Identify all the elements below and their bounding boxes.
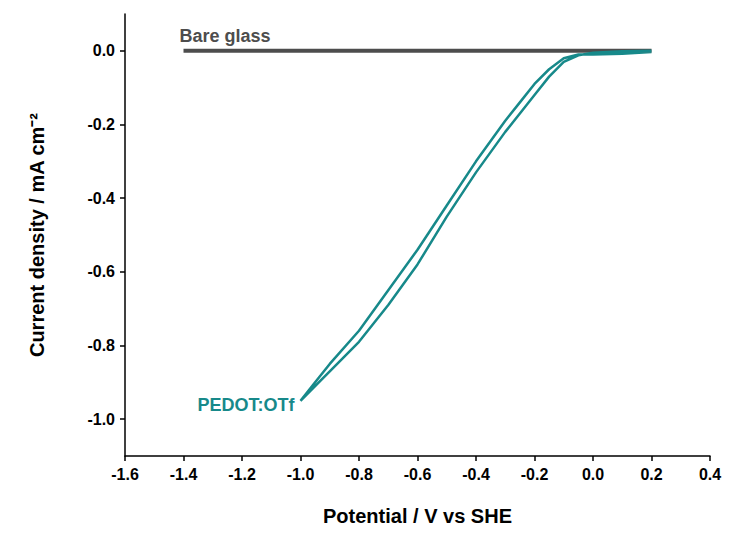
svg-text:Potential / V vs SHE: Potential / V vs SHE xyxy=(323,505,512,527)
svg-text:0.0: 0.0 xyxy=(93,42,115,59)
svg-text:Current density / mA cm⁻²: Current density / mA cm⁻² xyxy=(26,113,48,357)
svg-text:0.2: 0.2 xyxy=(640,466,662,483)
svg-text:0.4: 0.4 xyxy=(699,466,721,483)
svg-text:-1.0: -1.0 xyxy=(87,411,115,428)
svg-text:-0.4: -0.4 xyxy=(87,190,115,207)
svg-text:-0.8: -0.8 xyxy=(87,337,115,354)
svg-text:-0.8: -0.8 xyxy=(345,466,373,483)
svg-text:PEDOT:OTf: PEDOT:OTf xyxy=(198,395,296,415)
svg-text:-1.0: -1.0 xyxy=(287,466,315,483)
svg-text:-0.4: -0.4 xyxy=(462,466,490,483)
svg-text:-0.2: -0.2 xyxy=(521,466,549,483)
svg-text:-1.6: -1.6 xyxy=(111,466,139,483)
svg-text:-1.2: -1.2 xyxy=(228,466,256,483)
svg-text:-1.4: -1.4 xyxy=(170,466,198,483)
svg-text:0.0: 0.0 xyxy=(582,466,604,483)
svg-text:Bare glass: Bare glass xyxy=(180,26,271,46)
svg-text:-0.2: -0.2 xyxy=(87,116,115,133)
svg-text:-0.6: -0.6 xyxy=(404,466,432,483)
svg-text:-0.6: -0.6 xyxy=(87,263,115,280)
